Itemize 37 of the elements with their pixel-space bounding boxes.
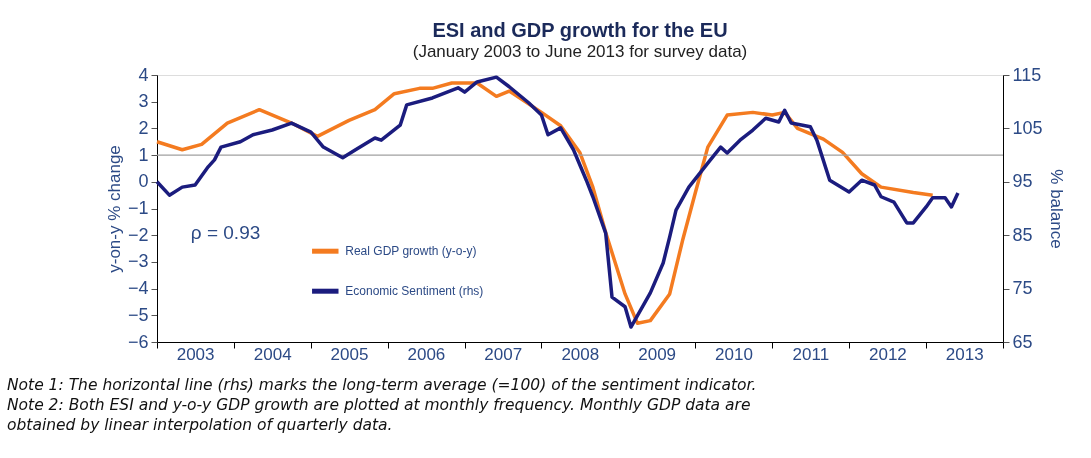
y-tick-label: −4 — [127, 278, 149, 299]
text: Note 2: Both ESI and y-o-y GDP growth are plotted at monthly frequency. Monthly GDP data are obtained by linear interpolation of quarterly data. — [7, 396, 751, 434]
y-tick-label: 1 — [138, 144, 149, 165]
x-tick-label: 2008 — [561, 344, 600, 364]
x-tick-label: 2012 — [868, 344, 907, 364]
y-tick-label: 4 — [138, 64, 149, 85]
x-tick-label: 2010 — [715, 344, 753, 364]
legend-label: Economic Sentiment (rhs) — [345, 284, 484, 299]
x-tick-label: 2003 — [176, 344, 215, 364]
y2-tick-label: 115 — [1012, 64, 1042, 85]
chart-title: ESI and GDP growth for the EU — [432, 19, 728, 41]
y-tick-label: 0 — [138, 171, 149, 192]
x-tick-label: 2013 — [945, 344, 984, 364]
y-tick-label: −6 — [127, 331, 149, 352]
legend-label: Real GDP growth (y-o-y) — [345, 244, 477, 259]
y-tick-label: −5 — [127, 304, 149, 325]
x-tick-label: 2006 — [407, 344, 446, 364]
y2-tick-label: 85 — [1012, 224, 1033, 245]
x-tick-label: 2009 — [638, 344, 677, 364]
y-axis-title: y-on-y % change — [104, 145, 124, 273]
text: Note 1: The horizontal line (rhs) marks the long-term average (=100) of the sentiment indicator. — [7, 376, 757, 394]
y2-tick-label: 75 — [1012, 278, 1033, 299]
y-tick-label: 2 — [138, 117, 149, 138]
x-tick-label: 2007 — [484, 344, 523, 364]
chart-subtitle: (January 2003 to June 2013 for survey data) — [412, 42, 748, 61]
y-tick-label: −2 — [127, 224, 149, 245]
y2-tick-label: 105 — [1012, 117, 1043, 138]
y2-tick-label: 95 — [1012, 171, 1033, 192]
y-tick-label: 3 — [138, 91, 149, 112]
y2-tick-label: 65 — [1012, 331, 1033, 352]
annotation: ρ = 0.93 — [190, 221, 261, 243]
x-tick-label: 2004 — [253, 344, 292, 364]
x-tick-label: 2005 — [330, 344, 369, 364]
y-tick-label: −3 — [127, 251, 149, 272]
x-tick-label: 2011 — [792, 344, 830, 364]
y-tick-label: −1 — [127, 198, 149, 218]
y2-axis-title: % balance — [1046, 169, 1066, 249]
